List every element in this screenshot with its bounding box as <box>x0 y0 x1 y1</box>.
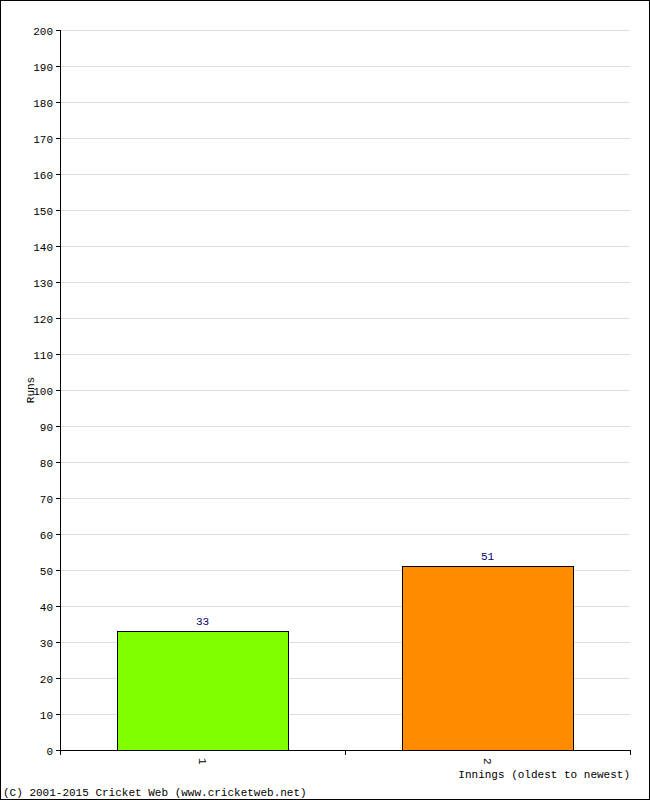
grid-line <box>60 138 630 139</box>
y-tick <box>56 750 60 751</box>
bar <box>118 632 289 751</box>
y-tick-label: 70 <box>40 494 53 506</box>
y-tick-label: 170 <box>33 134 53 146</box>
y-tick-label: 20 <box>40 674 53 686</box>
y-tick <box>56 714 60 715</box>
y-tick-label: 160 <box>33 170 53 182</box>
y-tick-label: 190 <box>33 62 53 74</box>
y-tick-label: 130 <box>33 278 53 290</box>
grid-line <box>60 390 630 391</box>
data-label: 33 <box>196 616 209 628</box>
grid-line <box>60 66 630 67</box>
y-tick <box>56 174 60 175</box>
x-tick <box>630 750 631 755</box>
y-tick <box>56 246 60 247</box>
grid-line <box>60 282 630 283</box>
y-tick-label: 60 <box>40 530 53 542</box>
y-tick <box>56 282 60 283</box>
grid-line <box>60 354 630 355</box>
frame <box>1 1 650 800</box>
chart-svg: 0102030405060708090100110120130140150160… <box>0 0 650 800</box>
y-tick-label: 10 <box>40 710 53 722</box>
grid-line <box>60 102 630 103</box>
x-axis-label: Innings (oldest to newest) <box>458 769 630 781</box>
y-tick-label: 110 <box>33 350 53 362</box>
grid-line <box>60 174 630 175</box>
y-tick <box>56 354 60 355</box>
y-tick-label: 90 <box>40 422 53 434</box>
y-tick <box>56 138 60 139</box>
y-tick <box>56 66 60 67</box>
y-tick-label: 140 <box>33 242 53 254</box>
y-tick <box>56 606 60 607</box>
y-tick-label: 50 <box>40 566 53 578</box>
bars <box>118 567 574 751</box>
y-tick-label: 40 <box>40 602 53 614</box>
grid-line <box>60 246 630 247</box>
y-tick-label: 120 <box>33 314 53 326</box>
y-tick-label: 150 <box>33 206 53 218</box>
y-tick <box>56 642 60 643</box>
y-tick <box>56 462 60 463</box>
y-tick <box>56 30 60 31</box>
grid-line <box>60 534 630 535</box>
y-tick-label: 0 <box>46 746 53 758</box>
y-tick <box>56 570 60 571</box>
y-tick-label: 30 <box>40 638 53 650</box>
grid-line <box>60 210 630 211</box>
y-tick <box>56 102 60 103</box>
y-tick <box>56 534 60 535</box>
grid-line <box>60 30 630 31</box>
x-tick <box>60 750 61 755</box>
bar <box>403 567 574 751</box>
grid-line <box>60 318 630 319</box>
grid-line <box>60 426 630 427</box>
y-tick <box>56 426 60 427</box>
y-axis <box>60 30 61 750</box>
y-tick <box>56 678 60 679</box>
grid-line <box>60 462 630 463</box>
y-tick <box>56 318 60 319</box>
y-tick <box>56 210 60 211</box>
y-tick-label: 200 <box>33 26 53 38</box>
x-tick-label: 2 <box>481 758 493 765</box>
x-tick <box>345 750 346 755</box>
y-tick <box>56 390 60 391</box>
annotation: (C) 2001-2015 Cricket Web (www.cricketwe… <box>3 787 307 799</box>
grid-line <box>60 498 630 499</box>
y-tick-label: 80 <box>40 458 53 470</box>
y-axis-label: Runs <box>25 377 37 403</box>
y-tick-label: 180 <box>33 98 53 110</box>
x-tick-label: 1 <box>196 758 208 765</box>
chart-container: 0102030405060708090100110120130140150160… <box>0 0 650 800</box>
y-tick <box>56 498 60 499</box>
data-label: 51 <box>481 551 495 563</box>
